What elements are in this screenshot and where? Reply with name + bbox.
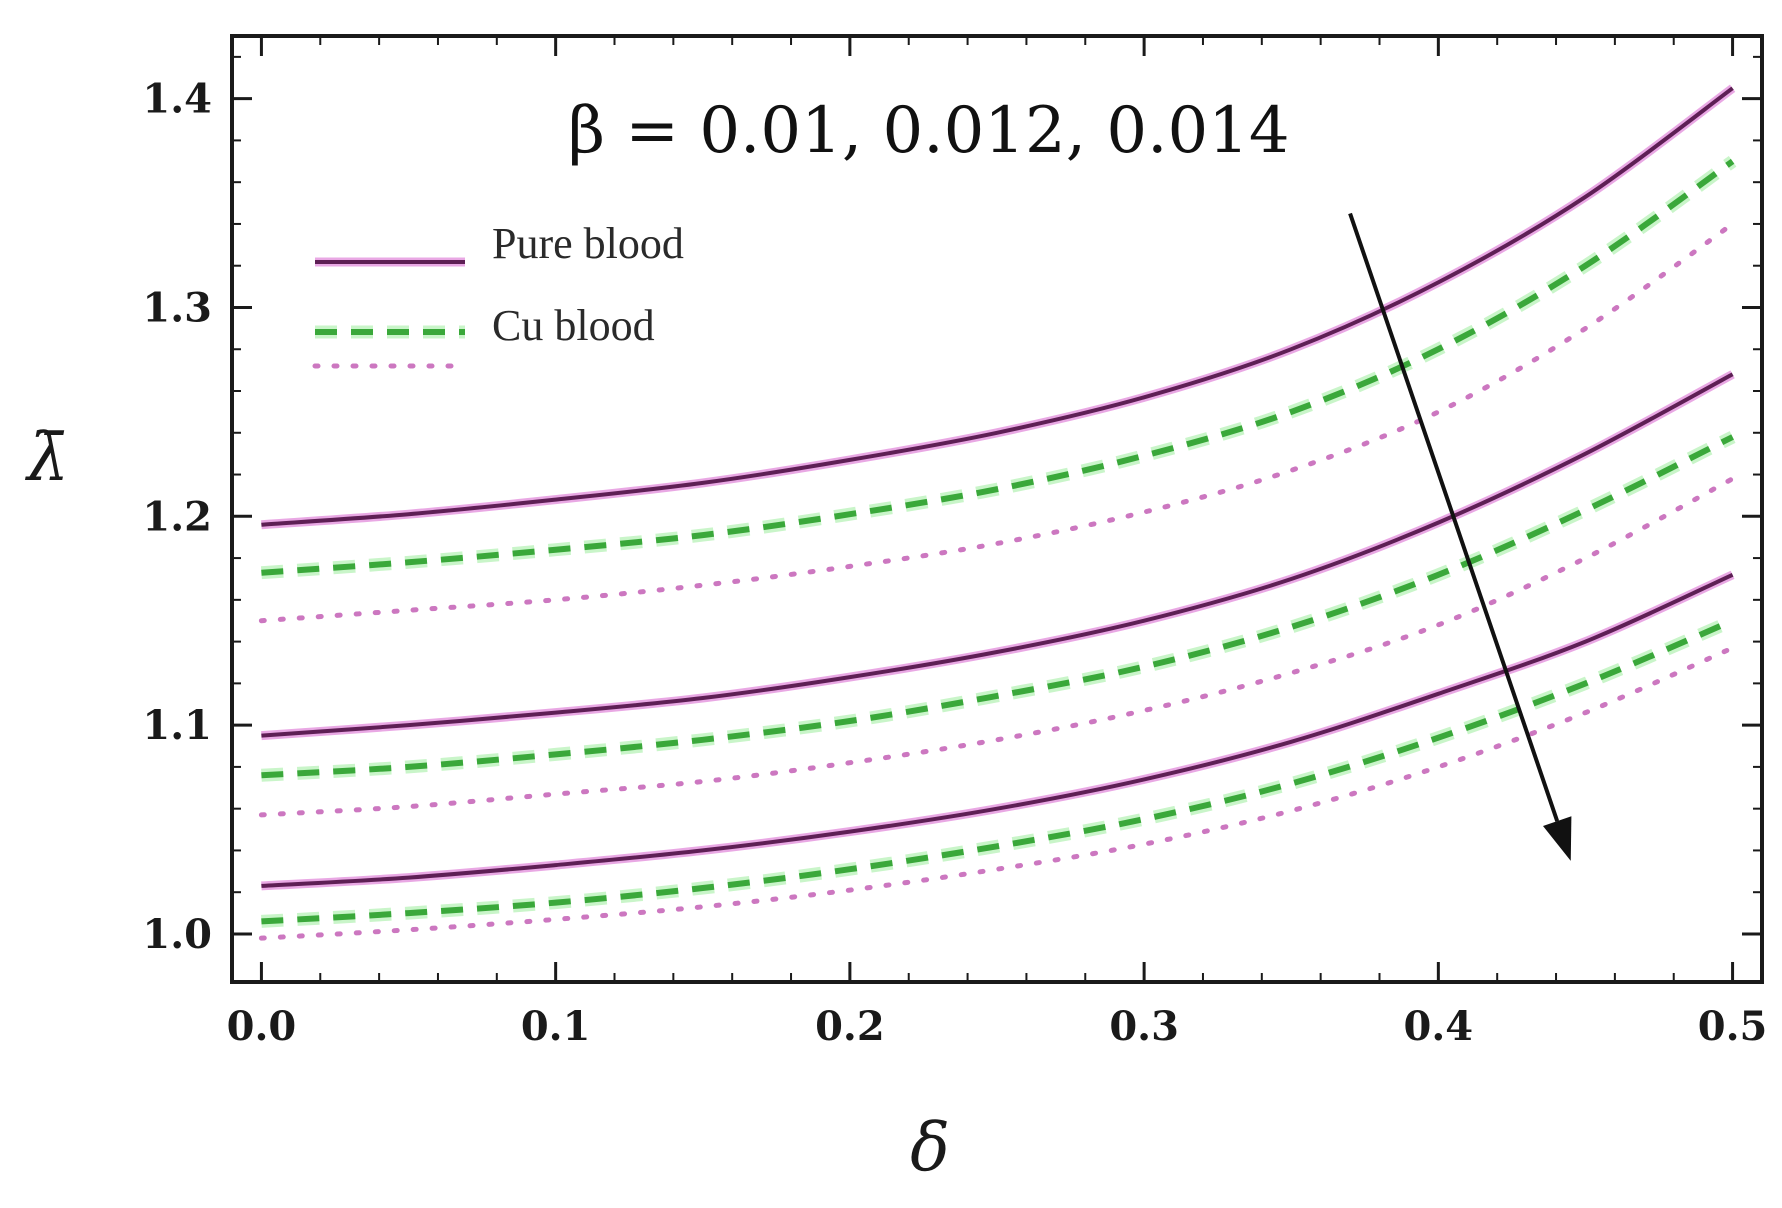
series-line-solid-group-3-halo (261, 570, 1735, 891)
annotation-arrow-head (1543, 816, 1572, 861)
x-tick-label: 0.5 (1698, 1003, 1768, 1050)
series-line-dotted-group-3 (258, 645, 1736, 941)
y-tick-label: 1.3 (142, 284, 212, 331)
series-line-solid-group-1 (261, 86, 1734, 527)
plot-border (230, 34, 1764, 984)
series-line-dotted-group-2 (258, 476, 1736, 818)
x-axis-label: δ (910, 1109, 950, 1186)
y-tick-label: 1.2 (142, 493, 212, 540)
x-tick-label: 0.3 (1109, 1003, 1179, 1050)
plot-frame (230, 34, 1764, 984)
series-line-dashed-group-2 (261, 434, 1734, 779)
x-tick-label: 0.0 (227, 1003, 297, 1050)
annotation: β = 0.01, 0.012, 0.014 (568, 94, 1572, 861)
series-layer (258, 84, 1737, 941)
legend-label: Cu blood (492, 301, 655, 350)
legend-label: Pure blood (492, 219, 684, 268)
x-tick-label: 0.2 (815, 1003, 885, 1050)
annotation-arrow-shaft (1348, 212, 1560, 822)
series-line-dashed-group-3 (261, 617, 1734, 925)
y-tick-label: 1.1 (142, 702, 212, 749)
y-axis-label: λ̄ (24, 419, 69, 496)
series-line-dashed-group-1 (261, 158, 1735, 576)
x-tick-label: 0.4 (1404, 1003, 1474, 1050)
axis-ticks: 0.0 0.1 0.2 0.3 0.4 0.5 1.0 1.1 1.2 1.3 1.4 (142, 36, 1767, 1050)
y-tick-label: 1.0 (142, 911, 212, 958)
series-line-dotted-group-1 (258, 221, 1736, 624)
beta-annotation-label: β = 0.01, 0.012, 0.014 (568, 94, 1290, 168)
y-tick-label: 1.4 (142, 76, 212, 123)
legend: Pure blood Cu blood (312, 219, 684, 369)
series-line-solid-group-3 (261, 572, 1734, 888)
series-line-solid-group-2 (261, 372, 1734, 738)
x-tick-label: 0.1 (521, 1003, 591, 1050)
